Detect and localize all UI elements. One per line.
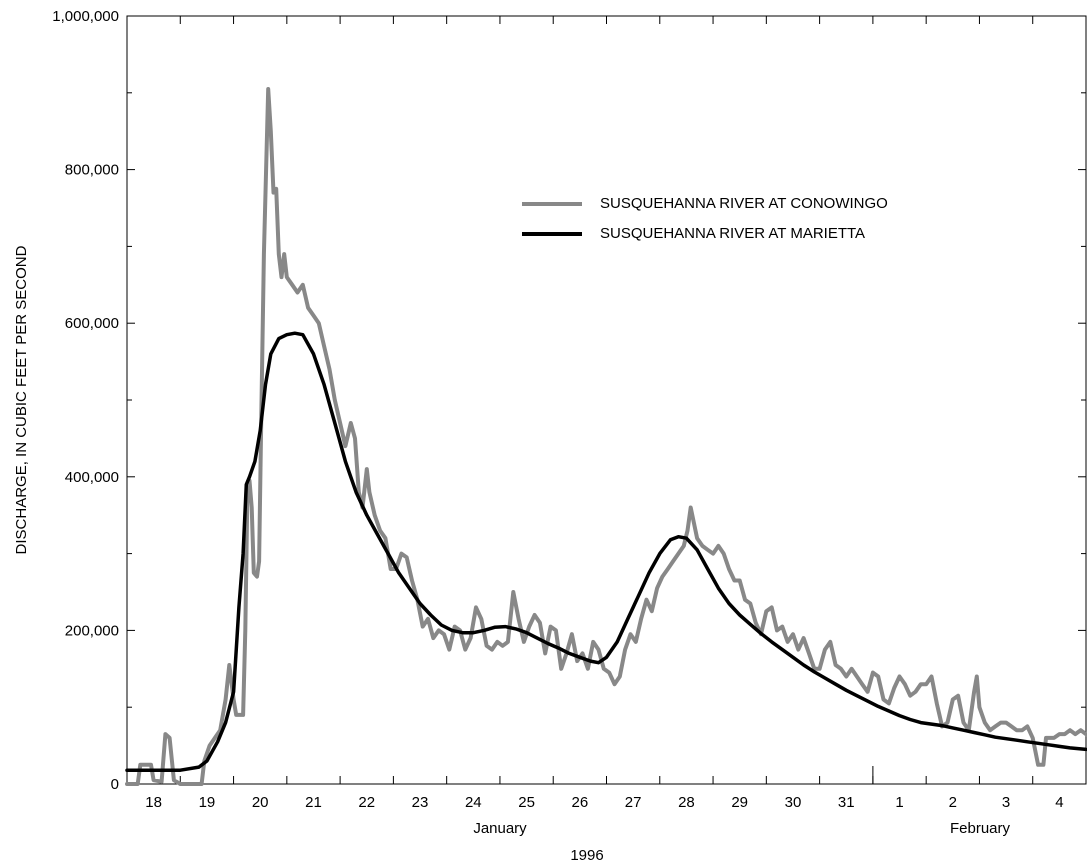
x-tick-label: 20: [252, 794, 269, 811]
y-tick-label: 200,000: [65, 622, 119, 639]
x-tick-label: 29: [731, 794, 748, 811]
x-axis-year-label: 1996: [570, 847, 603, 863]
x-tick-label: 19: [199, 794, 216, 811]
y-tick-label: 400,000: [65, 469, 119, 486]
y-tick-label: 1,000,000: [52, 8, 119, 25]
series-line-marietta: [125, 331, 1087, 772]
y-axis-label: DISCHARGE, IN CUBIC FEET PER SECOND: [13, 245, 30, 554]
x-tick-label: 28: [678, 794, 695, 811]
legend-label-conowingo: SUSQUEHANNA RIVER AT CONOWINGO: [600, 195, 888, 212]
x-tick-label: 23: [412, 794, 429, 811]
x-tick-label: 4: [1055, 794, 1063, 811]
x-axis-month-february: February: [950, 820, 1011, 837]
y-axis-ticks: 0 200,000 400,000 600,000 800,000 1,000,000: [52, 8, 1086, 793]
x-tick-label: 27: [625, 794, 642, 811]
x-tick-label: 25: [518, 794, 535, 811]
y-tick-label: 0: [111, 776, 119, 793]
y-tick-label: 800,000: [65, 162, 119, 179]
x-tick-label: 30: [785, 794, 802, 811]
series-layer: [125, 87, 1087, 786]
x-tick-label: 18: [145, 794, 162, 811]
x-tick-label: 31: [838, 794, 855, 811]
legend-label-marietta: SUSQUEHANNA RIVER AT MARIETTA: [600, 225, 865, 242]
series-line-conowingo: [125, 87, 1087, 786]
y-tick-label: 600,000: [65, 315, 119, 332]
legend: SUSQUEHANNA RIVER AT CONOWINGO SUSQUEHAN…: [522, 195, 888, 242]
x-tick-label: 24: [465, 794, 482, 811]
x-axis-ticks: 18 19 20 21 22 23 24 25 26 27 28 29 30 31 1 2 3 4: [126, 16, 1087, 811]
x-tick-label: 21: [305, 794, 322, 811]
x-tick-label: 26: [572, 794, 589, 811]
x-tick-label: 2: [949, 794, 957, 811]
x-tick-label: 1: [895, 794, 903, 811]
x-tick-label: 3: [1002, 794, 1010, 811]
x-axis-month-january: January: [473, 820, 527, 837]
x-tick-label: 22: [358, 794, 375, 811]
